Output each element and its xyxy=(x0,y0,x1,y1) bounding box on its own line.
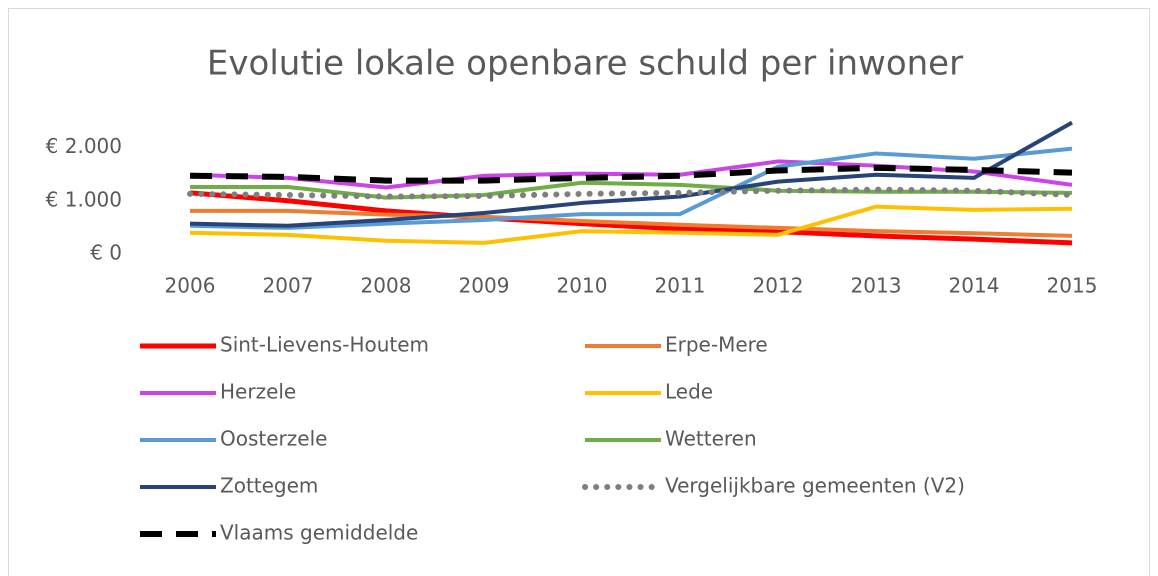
x-tick-label: 2012 xyxy=(753,274,804,298)
legend-label: Herzele xyxy=(220,380,296,404)
x-tick-label: 2010 xyxy=(557,274,608,298)
legend-label: Lede xyxy=(665,380,713,404)
y-tick-label: € 2.000 xyxy=(46,134,122,158)
chart-border xyxy=(8,8,1150,576)
x-tick-label: 2009 xyxy=(459,274,510,298)
legend-label: Oosterzele xyxy=(220,427,327,451)
series-line xyxy=(189,190,1073,246)
y-tick-label: € 0 xyxy=(90,241,122,265)
chart-title: Evolutie lokale openbare schuld per inwo… xyxy=(207,44,963,84)
series-line xyxy=(189,120,1073,228)
series-line xyxy=(189,164,1073,184)
series-line xyxy=(189,146,1073,230)
legend-label: Zottegem xyxy=(220,474,318,498)
legend-label: Wetteren xyxy=(665,427,757,451)
legend-label: Erpe-Mere xyxy=(665,333,768,357)
x-tick-label: 2006 xyxy=(165,274,216,298)
series-line xyxy=(189,204,1073,245)
y-tick-label: € 1.000 xyxy=(46,187,122,211)
series-line xyxy=(187,186,1075,200)
x-tick-label: 2008 xyxy=(361,274,412,298)
legend-label: Vergelijkbare gemeenten (V2) xyxy=(665,474,965,498)
x-tick-label: 2015 xyxy=(1047,274,1098,298)
x-tick-label: 2013 xyxy=(851,274,902,298)
x-tick-label: 2007 xyxy=(263,274,314,298)
x-tick-label: 2014 xyxy=(949,274,1000,298)
x-tick-label: 2011 xyxy=(655,274,706,298)
series-line xyxy=(190,208,1073,238)
legend-label: Sint-Lievens-Houtem xyxy=(220,333,429,357)
legend-label: Vlaams gemiddelde xyxy=(220,521,418,545)
